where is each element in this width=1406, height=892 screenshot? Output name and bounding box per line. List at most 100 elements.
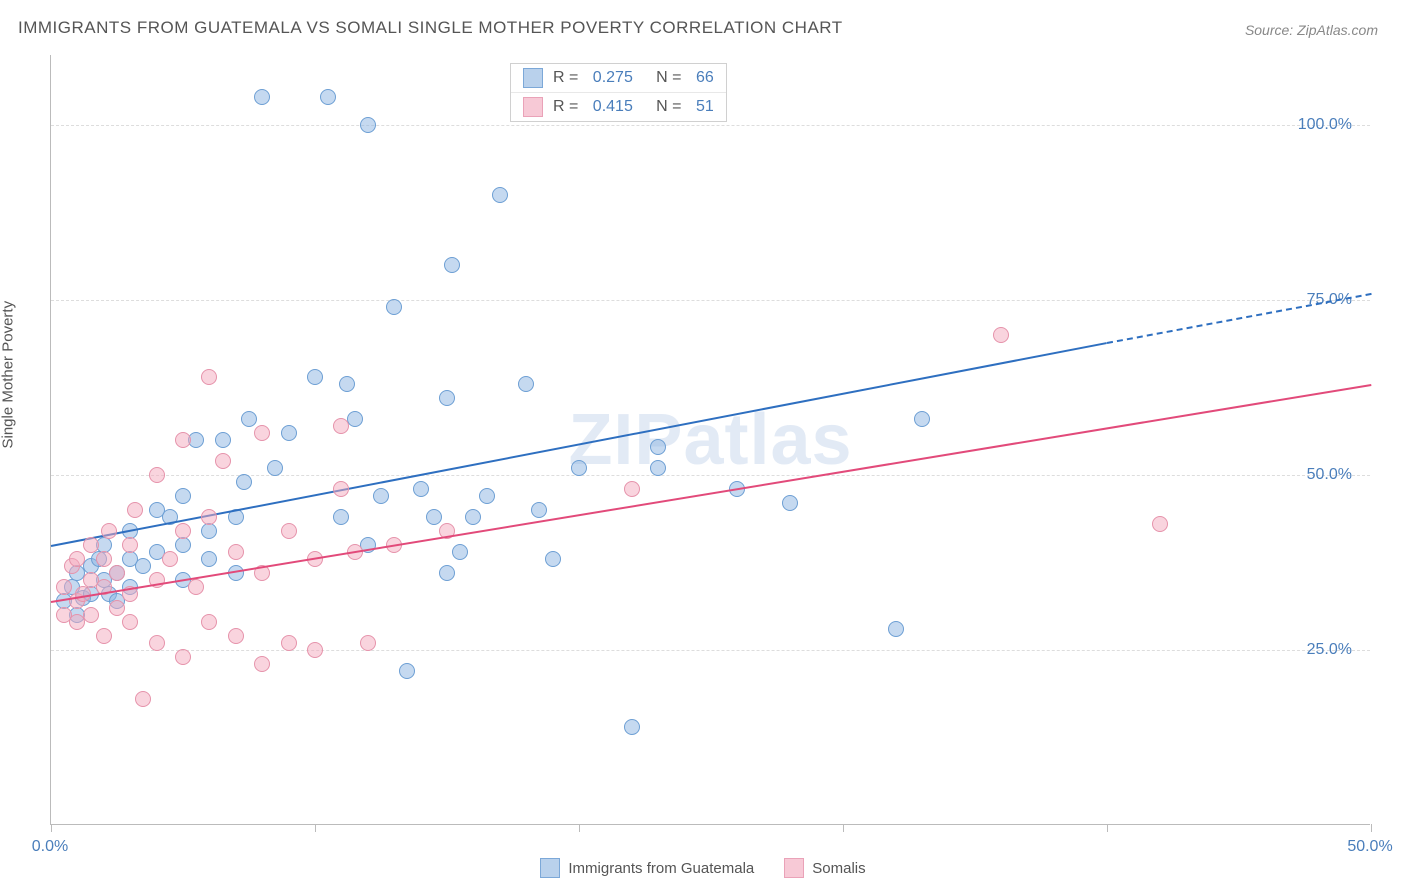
scatter-point (281, 425, 297, 441)
scatter-point (439, 390, 455, 406)
y-axis-title: Single Mother Poverty (0, 301, 17, 449)
scatter-point (135, 691, 151, 707)
scatter-point (175, 537, 191, 553)
scatter-point (201, 614, 217, 630)
x-tick-label: 0.0% (32, 838, 68, 856)
gridline (51, 650, 1370, 651)
legend-label: Immigrants from Guatemala (568, 860, 754, 877)
scatter-point (241, 411, 257, 427)
scatter-point (175, 649, 191, 665)
scatter-point (452, 544, 468, 560)
scatter-point (162, 551, 178, 567)
scatter-point (201, 369, 217, 385)
scatter-point (545, 551, 561, 567)
legend-n-label: N = (643, 98, 686, 116)
scatter-point (267, 460, 283, 476)
scatter-point (122, 537, 138, 553)
scatter-point (650, 460, 666, 476)
scatter-point (571, 460, 587, 476)
y-tick-label: 100.0% (1298, 116, 1352, 134)
scatter-point (624, 481, 640, 497)
x-tick (843, 824, 844, 832)
scatter-point (127, 502, 143, 518)
legend-r-label: R = (553, 98, 583, 116)
scatter-point (518, 376, 534, 392)
scatter-point (333, 509, 349, 525)
scatter-point (439, 565, 455, 581)
scatter-point (175, 523, 191, 539)
scatter-point (307, 642, 323, 658)
correlation-legend: R = 0.275 N = 66R = 0.415 N = 51 (510, 63, 727, 122)
scatter-point (492, 187, 508, 203)
scatter-point (135, 558, 151, 574)
legend-item: Immigrants from Guatemala (540, 858, 754, 878)
series-legend: Immigrants from Guatemala Somalis (0, 858, 1406, 878)
scatter-point (360, 117, 376, 133)
legend-item: Somalis (784, 858, 865, 878)
legend-n-value: 51 (696, 98, 714, 116)
scatter-point (914, 411, 930, 427)
scatter-point (201, 523, 217, 539)
legend-swatch (784, 858, 804, 878)
legend-swatch (540, 858, 560, 878)
legend-n-value: 66 (696, 69, 714, 87)
scatter-point (188, 579, 204, 595)
scatter-point (175, 432, 191, 448)
scatter-point (56, 579, 72, 595)
scatter-point (96, 628, 112, 644)
gridline (51, 125, 1370, 126)
legend-r-value: 0.275 (593, 69, 633, 87)
legend-n-label: N = (643, 69, 686, 87)
x-tick (315, 824, 316, 832)
scatter-point (1152, 516, 1168, 532)
watermark: ZIPatlas (568, 399, 852, 481)
scatter-point (444, 257, 460, 273)
chart-title: IMMIGRANTS FROM GUATEMALA VS SOMALI SING… (18, 18, 843, 38)
legend-r-label: R = (553, 69, 583, 87)
scatter-point (281, 635, 297, 651)
scatter-point (465, 509, 481, 525)
legend-label: Somalis (812, 860, 865, 877)
gridline (51, 300, 1370, 301)
x-tick (51, 824, 52, 832)
scatter-point (426, 509, 442, 525)
scatter-point (307, 369, 323, 385)
scatter-point (215, 453, 231, 469)
scatter-point (83, 537, 99, 553)
scatter-point (373, 488, 389, 504)
scatter-point (69, 551, 85, 567)
scatter-point (782, 495, 798, 511)
scatter-point (888, 621, 904, 637)
legend-row: R = 0.275 N = 66 (511, 64, 726, 92)
scatter-point (254, 425, 270, 441)
x-tick (1371, 824, 1372, 832)
legend-r-value: 0.415 (593, 98, 633, 116)
scatter-point (109, 565, 125, 581)
legend-row: R = 0.415 N = 51 (511, 92, 726, 121)
source-text: Source: ZipAtlas.com (1245, 22, 1378, 38)
plot-area: ZIPatlas 25.0%50.0%75.0%100.0% (50, 55, 1370, 825)
scatter-point (413, 481, 429, 497)
scatter-point (624, 719, 640, 735)
scatter-point (149, 635, 165, 651)
scatter-point (993, 327, 1009, 343)
scatter-point (122, 614, 138, 630)
scatter-point (228, 544, 244, 560)
scatter-point (339, 376, 355, 392)
scatter-point (360, 635, 376, 651)
scatter-point (320, 89, 336, 105)
scatter-point (215, 432, 231, 448)
x-tick (579, 824, 580, 832)
scatter-point (333, 418, 349, 434)
legend-swatch (523, 68, 543, 88)
scatter-point (83, 607, 99, 623)
legend-swatch (523, 97, 543, 117)
scatter-point (96, 551, 112, 567)
scatter-point (479, 488, 495, 504)
scatter-point (254, 89, 270, 105)
x-tick-label: 50.0% (1347, 838, 1392, 856)
scatter-point (236, 474, 252, 490)
scatter-point (201, 509, 217, 525)
scatter-point (650, 439, 666, 455)
y-tick-label: 50.0% (1307, 466, 1352, 484)
